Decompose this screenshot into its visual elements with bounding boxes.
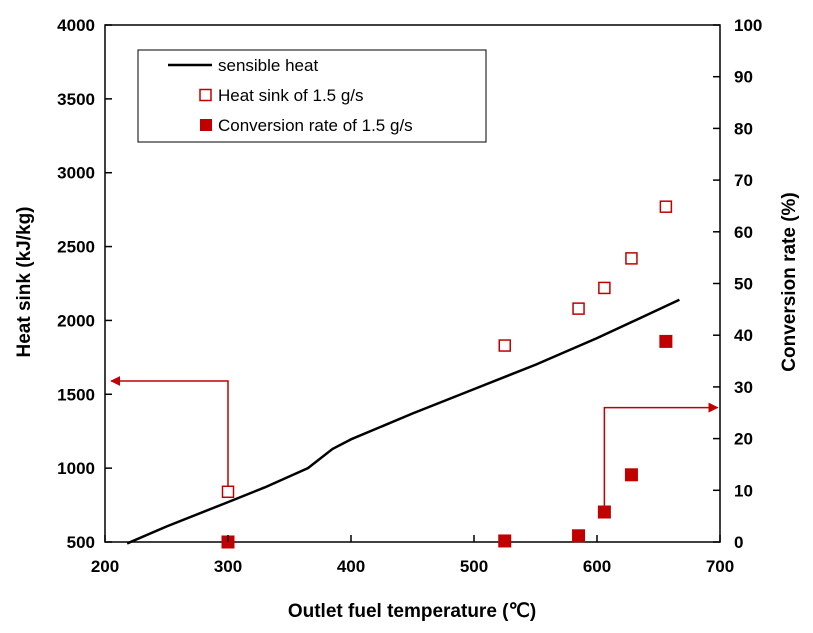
y2-axis-title: Conversion rate (%) xyxy=(779,192,800,371)
point-conversion-rate xyxy=(624,468,638,482)
y2-tick-label: 10 xyxy=(734,481,753,500)
y-tick-label: 3500 xyxy=(57,90,95,109)
x-tick-label: 600 xyxy=(583,557,611,576)
series-line-sensible-heat xyxy=(126,298,680,545)
x-tick-label: 300 xyxy=(214,557,242,576)
x-tick-label: 200 xyxy=(91,557,119,576)
x-tick-label: 400 xyxy=(337,557,365,576)
point-heat-sink xyxy=(498,339,511,352)
legend-swatch-filled-square xyxy=(200,119,212,131)
y-tick-label: 1500 xyxy=(57,385,95,404)
y2-tick-label: 100 xyxy=(734,16,762,35)
y-tick-label: 500 xyxy=(67,533,95,552)
legend-label: Heat sink of 1.5 g/s xyxy=(218,86,364,105)
y-tick-label: 4000 xyxy=(57,16,95,35)
point-heat-sink xyxy=(659,200,673,213)
point-conversion-rate xyxy=(597,505,611,519)
y2-tick-label: 50 xyxy=(734,275,753,294)
y-tick-label: 3000 xyxy=(57,164,95,183)
y2-tick-label: 70 xyxy=(734,171,753,190)
y2-tick-label: 0 xyxy=(734,533,743,552)
point-heat-sink xyxy=(221,485,235,499)
y2-tick-label: 80 xyxy=(734,119,753,138)
y2-tick-label: 90 xyxy=(734,68,753,87)
point-heat-sink xyxy=(625,252,638,265)
y2-tick-label: 30 xyxy=(734,378,753,397)
y-tick-label: 2000 xyxy=(57,311,95,330)
legend-label: Conversion rate of 1.5 g/s xyxy=(218,116,413,135)
y2-tick-label: 20 xyxy=(734,430,753,449)
y-axis-title: Heat sink (kJ/kg) xyxy=(14,207,35,358)
y2-tick-label: 40 xyxy=(734,326,753,345)
y-tick-label: 1000 xyxy=(57,459,95,478)
annotation-arrow-left xyxy=(110,375,229,492)
legend-label: sensible heat xyxy=(218,56,318,75)
point-conversion-rate xyxy=(498,534,512,548)
x-axis-title: Outlet fuel temperature (℃) xyxy=(288,601,536,622)
point-heat-sink xyxy=(598,281,611,295)
point-conversion-rate xyxy=(659,334,673,348)
point-conversion-rate xyxy=(572,529,586,543)
x-tick-label: 700 xyxy=(706,557,734,576)
y2-tick-label: 60 xyxy=(734,223,753,242)
point-heat-sink xyxy=(572,302,585,315)
x-tick-label: 500 xyxy=(460,557,488,576)
y-tick-label: 2500 xyxy=(57,238,95,257)
annotation-arrow-right xyxy=(603,402,719,513)
legend-swatch-open-square xyxy=(199,88,212,102)
